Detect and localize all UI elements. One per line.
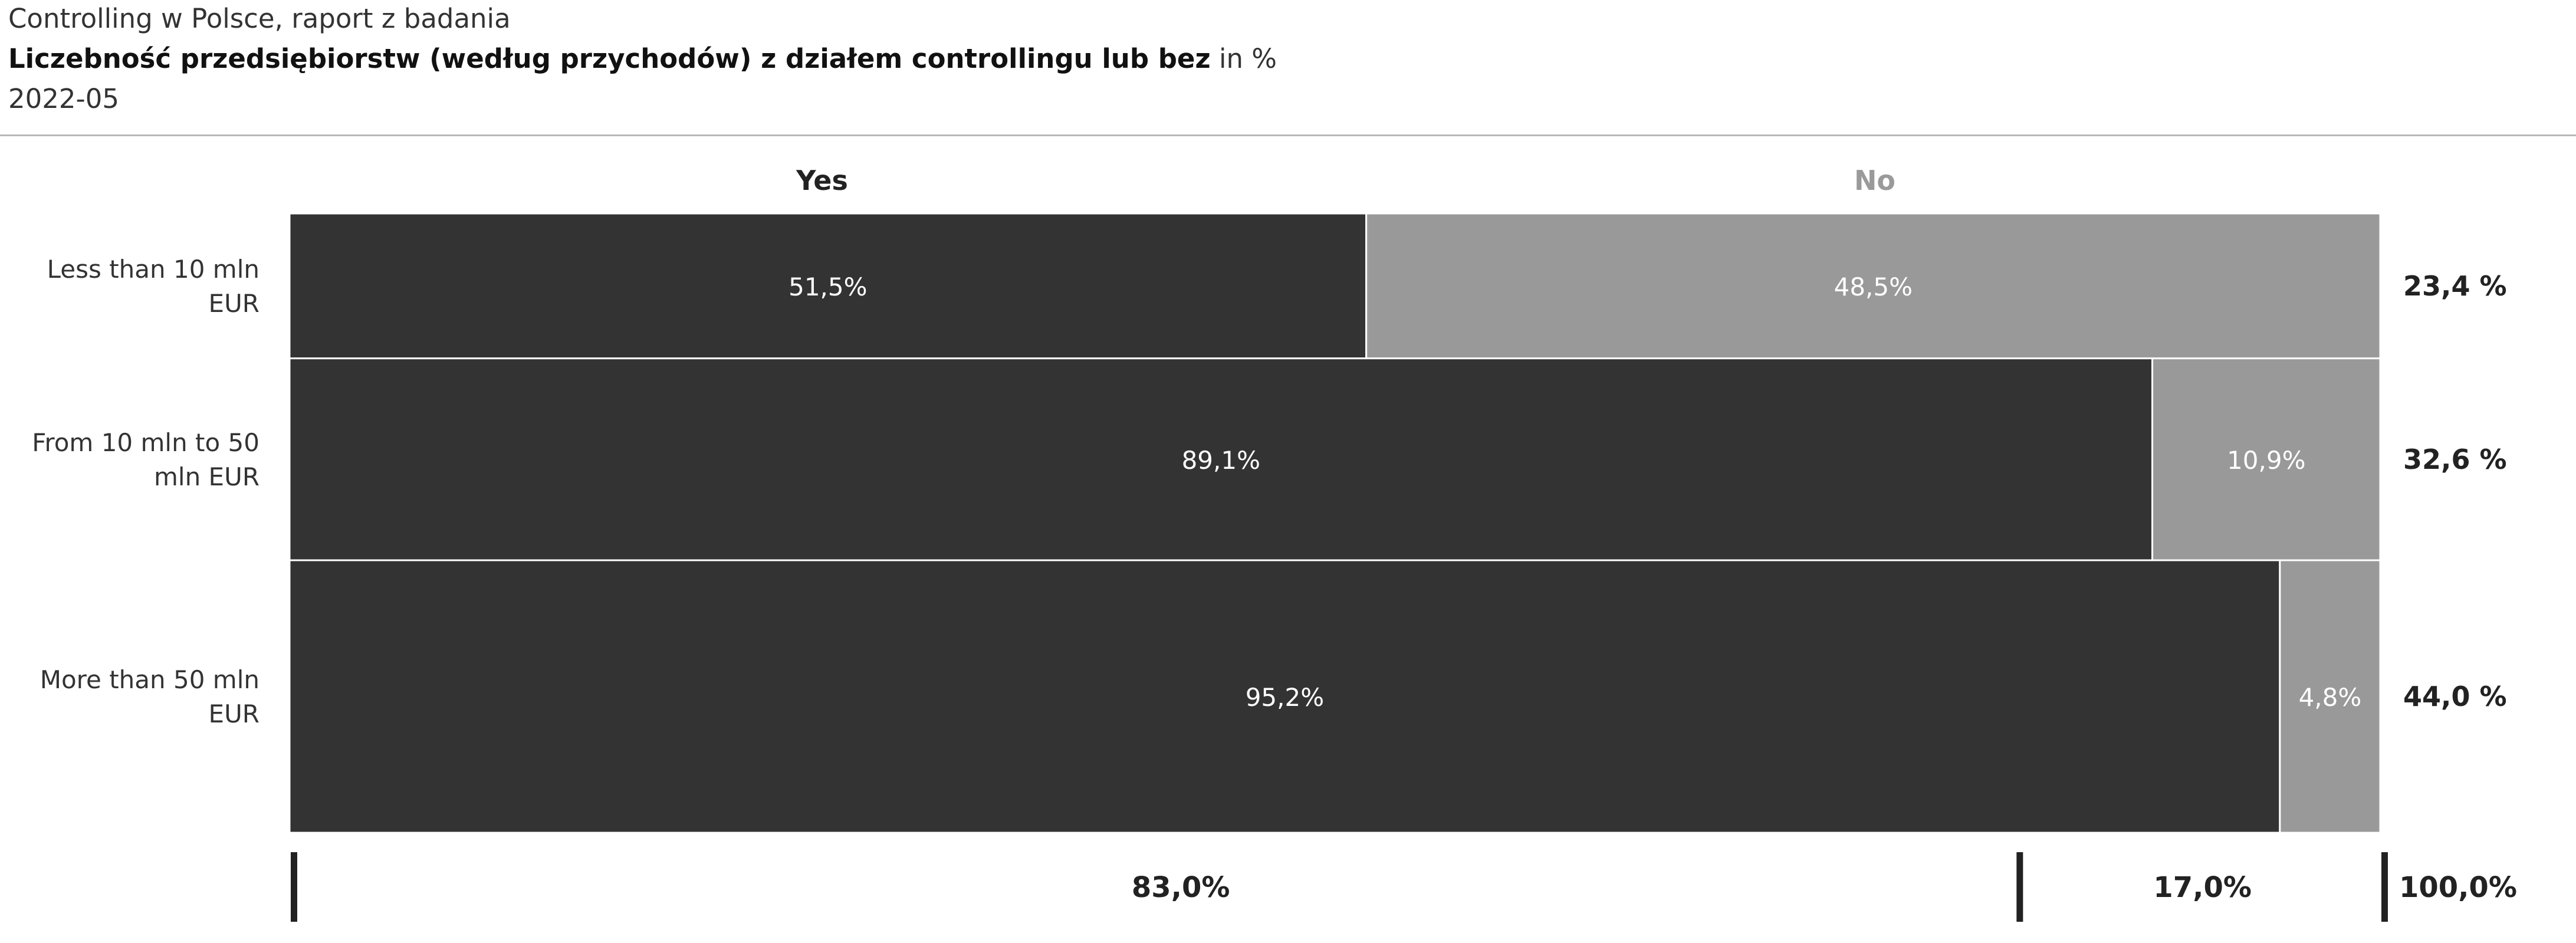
legend-no: No bbox=[1854, 165, 1895, 196]
total-tick-start bbox=[291, 852, 297, 922]
total-tick-yes-end bbox=[2016, 852, 2023, 922]
row-1-no-bar bbox=[1365, 212, 2381, 360]
total-no-label: 17,0% bbox=[2153, 871, 2252, 904]
row-3-category-label-line-2: EUR bbox=[209, 699, 259, 728]
chart-title-text: Liczebność przedsiębiorstw (według przyc… bbox=[8, 43, 1211, 74]
row-2-category-label-line-1: From 10 mln to 50 bbox=[32, 428, 259, 457]
row-2-share-label: 32,6 % bbox=[2403, 443, 2507, 475]
row-3-yes-label: 95,2% bbox=[1246, 683, 1324, 712]
chart-source: Controlling w Polsce, raport z badania bbox=[8, 3, 511, 34]
row-3-yes-bar bbox=[288, 559, 2281, 834]
row-1-no-label: 48,5% bbox=[1834, 272, 1913, 301]
row-1-category-label-line-1: Less than 10 mln bbox=[47, 255, 259, 284]
row-3-no-bar bbox=[2279, 559, 2381, 834]
row-1-yes-bar bbox=[288, 212, 1368, 360]
header-divider bbox=[0, 134, 2576, 136]
chart-title: Liczebność przedsiębiorstw (według przyc… bbox=[8, 41, 1277, 77]
row-1-yes-label: 51,5% bbox=[788, 272, 867, 301]
row-2-category-label-line-2: mln EUR bbox=[154, 462, 259, 491]
chart-date: 2022-05 bbox=[8, 83, 120, 114]
total-yes-label: 83,0% bbox=[1132, 871, 1230, 904]
row-1-category-label-line-2: EUR bbox=[209, 289, 259, 318]
chart-unit: in % bbox=[1218, 43, 1277, 74]
row-3-share-label: 44,0 % bbox=[2403, 681, 2507, 712]
total-tick-end bbox=[2381, 852, 2388, 922]
legend-yes: Yes bbox=[796, 165, 848, 196]
row-3-category-label-line-1: More than 50 mln bbox=[40, 665, 259, 694]
row-2-no-label: 10,9% bbox=[2227, 446, 2305, 475]
row-2-no-bar bbox=[2151, 357, 2381, 561]
total-all-label: 100,0% bbox=[2399, 871, 2517, 904]
row-2-yes-label: 89,1% bbox=[1182, 446, 1260, 475]
row-1-share-label: 23,4 % bbox=[2403, 270, 2507, 302]
row-3-no-label: 4,8% bbox=[2299, 683, 2362, 712]
